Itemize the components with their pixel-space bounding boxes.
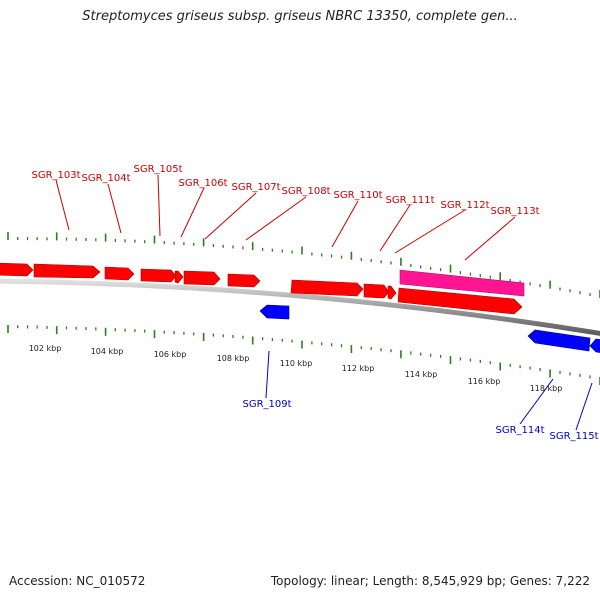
scale-label: 104 kbp: [91, 347, 124, 356]
leader-line: [519, 378, 554, 425]
gene-arrow[interactable]: [527, 329, 591, 352]
leader-line: [331, 200, 359, 248]
trna-label[interactable]: SGR_113t: [490, 206, 539, 217]
scale-label: 110 kbp: [280, 359, 313, 368]
trna-label[interactable]: SGR_103t: [31, 170, 80, 181]
gene-arrow[interactable]: [589, 338, 600, 354]
upper-tick-track: [7, 232, 600, 298]
trna-label[interactable]: SGR_115t: [549, 431, 598, 442]
leader-line: [265, 350, 270, 399]
genome-summary: Topology: linear; Length: 8,545,929 bp; …: [270, 574, 590, 588]
genome-backbone: [0, 278, 600, 336]
trna-label[interactable]: SGR_112t: [440, 200, 489, 211]
gene-arrow[interactable]: [397, 287, 523, 315]
gene-arrow[interactable]: [104, 266, 135, 281]
leader-line: [575, 382, 593, 431]
trna-label[interactable]: SGR_106t: [178, 178, 227, 189]
scale-label: 106 kbp: [154, 350, 187, 359]
leader-line: [107, 183, 122, 234]
gene-arrow[interactable]: [227, 273, 261, 288]
map-title: Streptomyces griseus subsp. griseus NBRC…: [82, 9, 518, 24]
reverse-gene-track[interactable]: [259, 304, 600, 354]
scale-label: 102 kbp: [29, 344, 62, 353]
scale-label: 114 kbp: [405, 370, 438, 379]
gene-arrow[interactable]: [33, 263, 101, 279]
scale-label: 116 kbp: [468, 377, 501, 386]
gene-arrow[interactable]: [183, 270, 221, 286]
trna-label[interactable]: SGR_104t: [81, 173, 130, 184]
leader-line: [157, 174, 161, 237]
scale-label: 112 kbp: [342, 364, 375, 373]
highlighted-gene[interactable]: [399, 269, 525, 297]
leader-line: [204, 192, 257, 240]
leader-line: [180, 187, 205, 238]
gene-arrow[interactable]: [0, 262, 34, 277]
gene-arrow[interactable]: [363, 283, 390, 299]
trna-label[interactable]: SGR_110t: [333, 190, 382, 201]
trna-label[interactable]: SGR_114t: [495, 425, 544, 436]
trna-label[interactable]: SGR_105t: [133, 164, 182, 175]
trna-label[interactable]: SGR_108t: [281, 186, 330, 197]
trna-label[interactable]: SGR_109t: [242, 399, 291, 410]
leader-line: [379, 204, 411, 252]
scale-label: 108 kbp: [217, 354, 250, 363]
forward-gene-track[interactable]: [0, 262, 523, 315]
leader-line: [55, 179, 70, 231]
trna-leader-lines: [55, 174, 593, 431]
trna-label[interactable]: SGR_107t: [231, 182, 280, 193]
gene-arrow[interactable]: [174, 270, 184, 284]
lower-tick-track: [7, 325, 600, 385]
leader-line: [464, 216, 516, 261]
leader-line: [394, 209, 466, 254]
leader-line: [245, 196, 307, 241]
trna-label[interactable]: SGR_111t: [385, 195, 434, 206]
gene-arrow[interactable]: [290, 279, 364, 297]
gene-arrow[interactable]: [387, 285, 397, 300]
gene-arrow[interactable]: [140, 268, 177, 283]
scale-label: 118 kbp: [530, 384, 563, 393]
gene-arrow[interactable]: [259, 304, 290, 320]
accession-label: Accession: NC_010572: [9, 574, 146, 588]
